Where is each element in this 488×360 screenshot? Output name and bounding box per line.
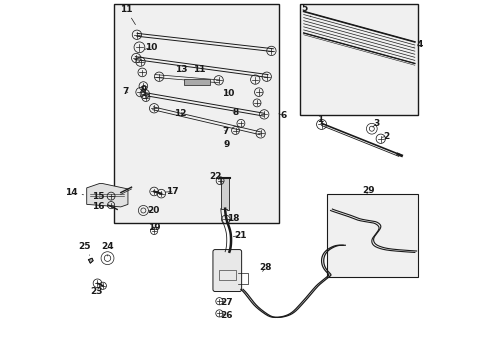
Text: 29: 29: [361, 186, 374, 195]
Text: 28: 28: [259, 264, 271, 273]
Text: 7: 7: [122, 86, 128, 95]
Text: 3: 3: [372, 119, 379, 128]
Text: 14: 14: [65, 188, 83, 197]
Text: 11: 11: [120, 5, 135, 24]
Text: 6: 6: [278, 111, 286, 120]
Text: 10: 10: [222, 89, 234, 98]
Text: 5: 5: [301, 4, 310, 17]
Text: 19: 19: [147, 223, 160, 232]
Text: 9: 9: [223, 140, 229, 149]
Text: 24: 24: [101, 242, 114, 256]
Text: 26: 26: [220, 311, 232, 320]
Text: 15: 15: [92, 192, 107, 201]
Text: 25: 25: [79, 242, 91, 255]
Bar: [113, 4, 278, 223]
Text: 16: 16: [92, 202, 107, 211]
Text: 2: 2: [381, 132, 388, 141]
Text: 11: 11: [193, 65, 205, 74]
Text: 21: 21: [233, 231, 246, 240]
Text: 18: 18: [226, 214, 239, 223]
Text: 17: 17: [165, 187, 179, 196]
Text: 9: 9: [141, 85, 147, 94]
Text: 23: 23: [90, 287, 103, 296]
Text: 20: 20: [146, 206, 159, 215]
Text: 1: 1: [316, 114, 322, 123]
Text: 13: 13: [175, 65, 187, 74]
Polygon shape: [88, 258, 93, 263]
Text: 12: 12: [173, 109, 186, 118]
Text: 22: 22: [209, 172, 222, 181]
Polygon shape: [86, 184, 128, 207]
Bar: [218, 270, 235, 280]
Text: 7: 7: [222, 127, 228, 136]
Text: 10: 10: [144, 43, 157, 52]
Bar: [300, 4, 418, 116]
Text: 4: 4: [413, 40, 423, 49]
Polygon shape: [221, 178, 229, 211]
Text: 27: 27: [220, 298, 232, 307]
Text: 8: 8: [232, 108, 238, 117]
FancyBboxPatch shape: [212, 249, 241, 292]
Bar: [326, 194, 418, 277]
Bar: [183, 78, 210, 85]
